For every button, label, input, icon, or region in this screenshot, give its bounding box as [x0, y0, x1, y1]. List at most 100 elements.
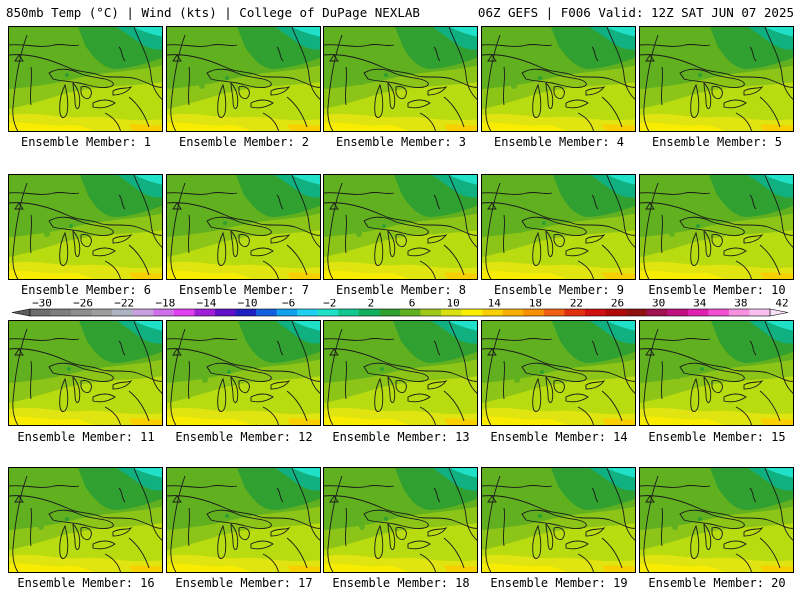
colorbar-segment — [317, 309, 339, 316]
ensemble-member-map — [8, 26, 163, 132]
colorbar-segment — [194, 309, 216, 316]
ensemble-member-map — [481, 26, 636, 132]
colorbar-tick-label: −14 — [197, 299, 217, 310]
colorbar-tick-label: 22 — [570, 299, 583, 310]
colorbar-segment — [358, 309, 380, 316]
ensemble-member-label: Ensemble Member: 16 — [17, 576, 155, 590]
ensemble-member-map — [166, 174, 321, 280]
ensemble-member-label: Ensemble Member: 10 — [648, 283, 786, 297]
colorbar-segment — [338, 309, 360, 316]
colorbar-tick-label: 14 — [488, 299, 502, 310]
colorbar-segment — [646, 309, 668, 316]
ensemble-member-label: Ensemble Member: 14 — [490, 430, 628, 444]
temperature-colorbar: −30 −26 −22 −18 −14 −10 −6 −2 2 6 10 14 18 22 26 30 34 38… — [11, 299, 789, 317]
ensemble-member-map — [166, 467, 321, 573]
ensemble-member-label: Ensemble Member: 12 — [175, 430, 313, 444]
colorbar-segment — [256, 309, 277, 316]
colorbar-segment — [502, 309, 524, 316]
colorbar-segment — [297, 309, 319, 316]
ensemble-member-map — [323, 467, 478, 573]
ensemble-member-map — [8, 174, 163, 280]
colorbar-tick-label: −22 — [114, 299, 134, 310]
colorbar-segment — [112, 309, 134, 316]
colorbar-segment — [667, 309, 689, 316]
ensemble-member-label: Ensemble Member: 20 — [648, 576, 786, 590]
colorbar-tick-label: −26 — [73, 299, 93, 310]
ensemble-member-label: Ensemble Member: 13 — [332, 430, 470, 444]
ensemble-member-label: Ensemble Member: 3 — [335, 135, 467, 149]
colorbar-segment — [749, 309, 771, 316]
ensemble-member-map — [639, 174, 794, 280]
ensemble-member-label: Ensemble Member: 19 — [490, 576, 628, 590]
colorbar-tick-label: 42 — [775, 299, 788, 310]
colorbar-right-arrow — [769, 308, 789, 317]
ensemble-member-map — [166, 320, 321, 426]
colorbar-segment — [461, 309, 483, 316]
colorbar-tick-label: 2 — [368, 299, 375, 310]
colorbar-segment — [420, 309, 442, 316]
ensemble-member-label: Ensemble Member: 8 — [335, 283, 467, 297]
colorbar-segment — [132, 309, 154, 316]
ensemble-member-label: Ensemble Member: 5 — [651, 135, 783, 149]
colorbar-segment — [585, 309, 606, 316]
colorbar-left-arrow — [11, 308, 31, 317]
colorbar-tick-label: −30 — [32, 299, 52, 310]
colorbar-segment — [441, 309, 462, 316]
colorbar-segment — [543, 309, 565, 316]
colorbar-tick-label: 18 — [529, 299, 542, 310]
ensemble-member-label: Ensemble Member: 18 — [332, 576, 470, 590]
colorbar-tick-label: 30 — [652, 299, 665, 310]
ensemble-member-map — [8, 320, 163, 426]
ensemble-member-label: Ensemble Member: 6 — [20, 283, 152, 297]
colorbar-segment — [605, 309, 627, 316]
ensemble-member-map — [639, 26, 794, 132]
ensemble-member-label: Ensemble Member: 11 — [17, 430, 155, 444]
ensemble-member-map — [639, 467, 794, 573]
colorbar-segment — [173, 309, 195, 316]
colorbar-segment — [564, 309, 586, 316]
colorbar-segment — [482, 309, 504, 316]
colorbar-tick-label: 6 — [409, 299, 416, 310]
header-title-left: 850mb Temp (°C) | Wind (kts) | College o… — [6, 5, 420, 20]
ensemble-member-label: Ensemble Member: 1 — [20, 135, 152, 149]
colorbar-segment — [523, 309, 545, 316]
ensemble-member-label: Ensemble Member: 17 — [175, 576, 313, 590]
colorbar-tick-label: 34 — [693, 299, 707, 310]
ensemble-member-map — [481, 320, 636, 426]
ensemble-member-label: Ensemble Member: 15 — [648, 430, 786, 444]
colorbar-segment — [235, 309, 257, 316]
ensemble-member-label: Ensemble Member: 7 — [178, 283, 310, 297]
colorbar-segment — [50, 309, 72, 316]
ensemble-member-map — [323, 320, 478, 426]
colorbar-segment — [153, 309, 175, 316]
colorbar-segment — [728, 309, 750, 316]
header-title-right: 06Z GEFS | F006 Valid: 12Z SAT JUN 07 20… — [477, 5, 794, 20]
colorbar-segment — [71, 309, 92, 316]
colorbar-segment — [626, 309, 647, 316]
ensemble-member-label: Ensemble Member: 4 — [493, 135, 625, 149]
ensemble-member-map — [481, 467, 636, 573]
ensemble-member-label: Ensemble Member: 9 — [493, 283, 625, 297]
colorbar-outline — [29, 308, 771, 317]
ensemble-member-map — [8, 467, 163, 573]
colorbar-tick-label: 38 — [734, 299, 747, 310]
colorbar-segment — [708, 309, 730, 316]
colorbar-segment — [276, 309, 298, 316]
colorbar-segment — [30, 309, 51, 316]
colorbar-segment — [91, 309, 113, 316]
colorbar-tick-label: −18 — [155, 299, 175, 310]
colorbar-tick-label: −6 — [282, 299, 295, 310]
ensemble-member-map — [166, 26, 321, 132]
colorbar-segment — [400, 309, 421, 316]
ensemble-member-map — [639, 320, 794, 426]
colorbar-tick-label: 10 — [446, 299, 459, 310]
colorbar-tick-label: −10 — [238, 299, 258, 310]
colorbar-segment — [215, 309, 236, 316]
colorbar-segment — [687, 309, 709, 316]
ensemble-member-map — [481, 174, 636, 280]
ensemble-member-label: Ensemble Member: 2 — [178, 135, 310, 149]
colorbar-tick-label: −2 — [323, 299, 336, 310]
colorbar-tick-label: 26 — [611, 299, 624, 310]
colorbar-segment — [379, 309, 401, 316]
ensemble-member-map — [323, 26, 478, 132]
